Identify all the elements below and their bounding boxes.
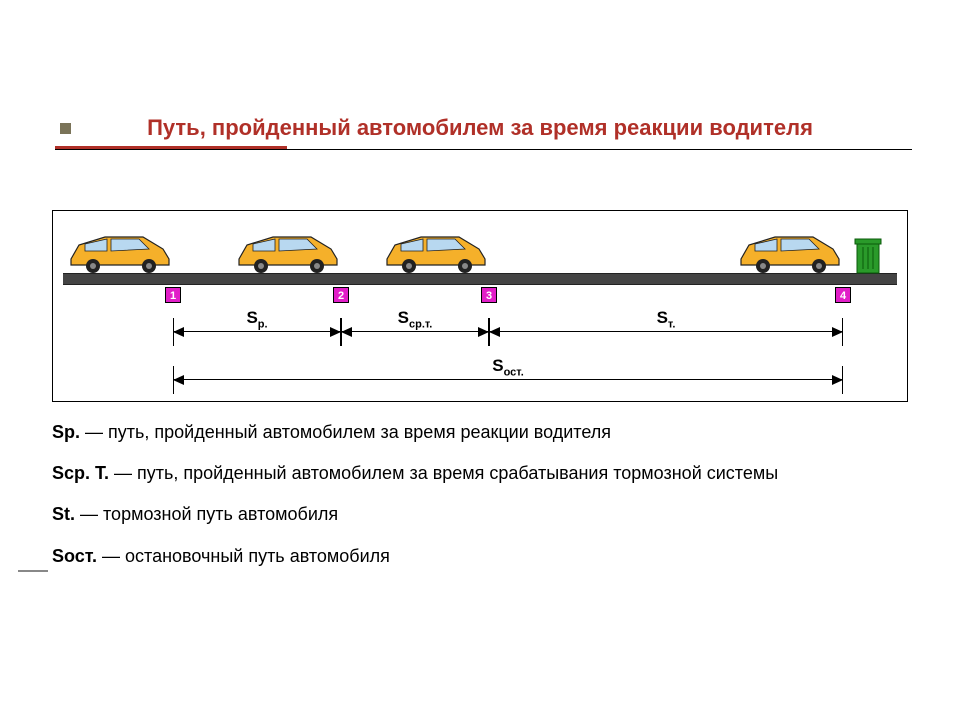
car-4 [735, 229, 845, 274]
legend-item-scr: Sср. Т. — путь, пройденный автомобилем з… [52, 461, 908, 486]
marker-2: 2 [333, 287, 349, 303]
legend: Sр. — путь, пройденный автомобилем за вр… [52, 420, 908, 585]
marker-3: 3 [481, 287, 497, 303]
dim-scr: Sср.т. [341, 331, 489, 332]
title-bullet-square [60, 123, 71, 134]
road-surface [63, 273, 897, 285]
title-underline [55, 146, 912, 156]
car-3 [381, 229, 491, 274]
dim-sost: Sост. [173, 379, 843, 380]
dim-sp: Sр. [173, 331, 341, 332]
trash-bin-icon [853, 235, 883, 275]
car-2 [233, 229, 343, 274]
page-title: Путь, пройденный автомобилем за время ре… [147, 115, 813, 140]
marker-1: 1 [165, 287, 181, 303]
marker-4: 4 [835, 287, 851, 303]
legend-underline [18, 570, 48, 572]
legend-item-st: St. — тормозной путь автомобиля [52, 502, 908, 527]
legend-item-sost: Sост. — остановочный путь автомобиля [52, 544, 908, 569]
stopping-distance-diagram: 1 2 3 4 Sр. Sср.т. Sт. Sост. [52, 210, 908, 402]
car-1 [65, 229, 175, 274]
dim-st: Sт. [489, 331, 843, 332]
legend-item-sp: Sр. — путь, пройденный автомобилем за вр… [52, 420, 908, 445]
